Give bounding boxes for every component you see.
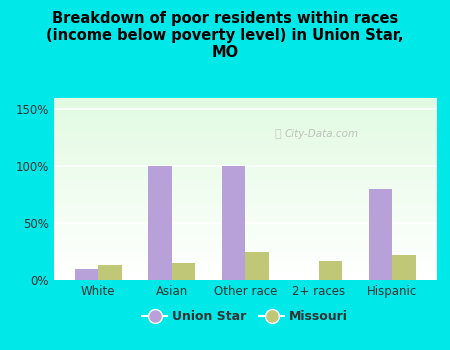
Bar (54, 268, 436, 271)
Bar (54, 159, 436, 162)
Bar (54, 259, 436, 262)
Bar (54, 246, 436, 248)
Bar (54, 191, 436, 194)
Bar (54, 241, 436, 244)
Bar (54, 116, 436, 118)
Bar (54, 180, 436, 182)
Bar (54, 189, 436, 191)
Bar (54, 230, 436, 232)
Bar (222, 166, 245, 280)
Bar (54, 198, 436, 200)
Bar (54, 223, 436, 225)
Bar (54, 255, 436, 257)
Bar (54, 266, 436, 269)
Bar (54, 218, 436, 221)
Bar (75, 269, 98, 280)
Bar (54, 253, 436, 255)
Bar (54, 144, 436, 146)
Bar (54, 148, 436, 150)
Bar (54, 207, 436, 209)
Text: City-Data.com: City-Data.com (285, 130, 359, 139)
Bar (54, 200, 436, 203)
Bar (319, 261, 342, 280)
Bar (54, 212, 436, 214)
Bar (54, 275, 436, 278)
Bar (54, 173, 436, 175)
Bar (148, 166, 172, 280)
Bar (54, 105, 436, 107)
Bar (54, 153, 436, 155)
Bar (54, 214, 436, 216)
Bar (54, 250, 436, 253)
Bar (54, 132, 436, 134)
Bar (54, 118, 436, 121)
Bar (54, 166, 436, 169)
Bar (54, 109, 436, 112)
Bar (54, 194, 436, 196)
Bar (54, 257, 436, 260)
Bar (54, 273, 436, 275)
Bar (54, 162, 436, 164)
Bar (54, 103, 436, 105)
Bar (54, 168, 436, 171)
Bar (54, 196, 436, 198)
Bar (54, 130, 436, 132)
Bar (54, 112, 436, 114)
Bar (54, 244, 436, 246)
Bar (54, 239, 436, 241)
Bar (392, 255, 416, 280)
Bar (54, 146, 436, 148)
Bar (54, 228, 436, 230)
Bar (54, 100, 436, 103)
Bar (54, 127, 436, 130)
Bar (54, 237, 436, 239)
Bar (54, 234, 436, 237)
Bar (54, 121, 436, 123)
Bar (54, 175, 436, 178)
Bar (54, 203, 436, 205)
Bar (54, 278, 436, 280)
Bar (54, 139, 436, 141)
Bar (54, 123, 436, 125)
Bar (54, 248, 436, 251)
Bar (54, 177, 436, 180)
Text: Breakdown of poor residents within races
(income below poverty level) in Union S: Breakdown of poor residents within races… (46, 10, 404, 60)
Bar (369, 189, 392, 280)
Bar (54, 164, 436, 166)
Bar (172, 263, 195, 280)
Bar (54, 184, 436, 187)
Bar (54, 232, 436, 234)
Bar (54, 216, 436, 218)
Legend: Union Star, Missouri: Union Star, Missouri (137, 305, 353, 328)
Bar (54, 187, 436, 189)
Bar (54, 271, 436, 273)
Bar (54, 98, 436, 100)
Bar (98, 265, 122, 280)
Text: ⓘ: ⓘ (274, 130, 281, 139)
Bar (54, 157, 436, 160)
Bar (54, 134, 436, 137)
Bar (54, 125, 436, 128)
Bar (54, 141, 436, 144)
Bar (245, 252, 269, 280)
Bar (54, 209, 436, 212)
Bar (54, 264, 436, 266)
Bar (54, 114, 436, 116)
Bar (54, 150, 436, 153)
Bar (54, 205, 436, 207)
Bar (54, 171, 436, 173)
Bar (54, 221, 436, 223)
Bar (54, 107, 436, 109)
Bar (54, 136, 436, 139)
Bar (54, 182, 436, 184)
Bar (54, 262, 436, 264)
Bar (54, 225, 436, 228)
Bar (54, 155, 436, 157)
